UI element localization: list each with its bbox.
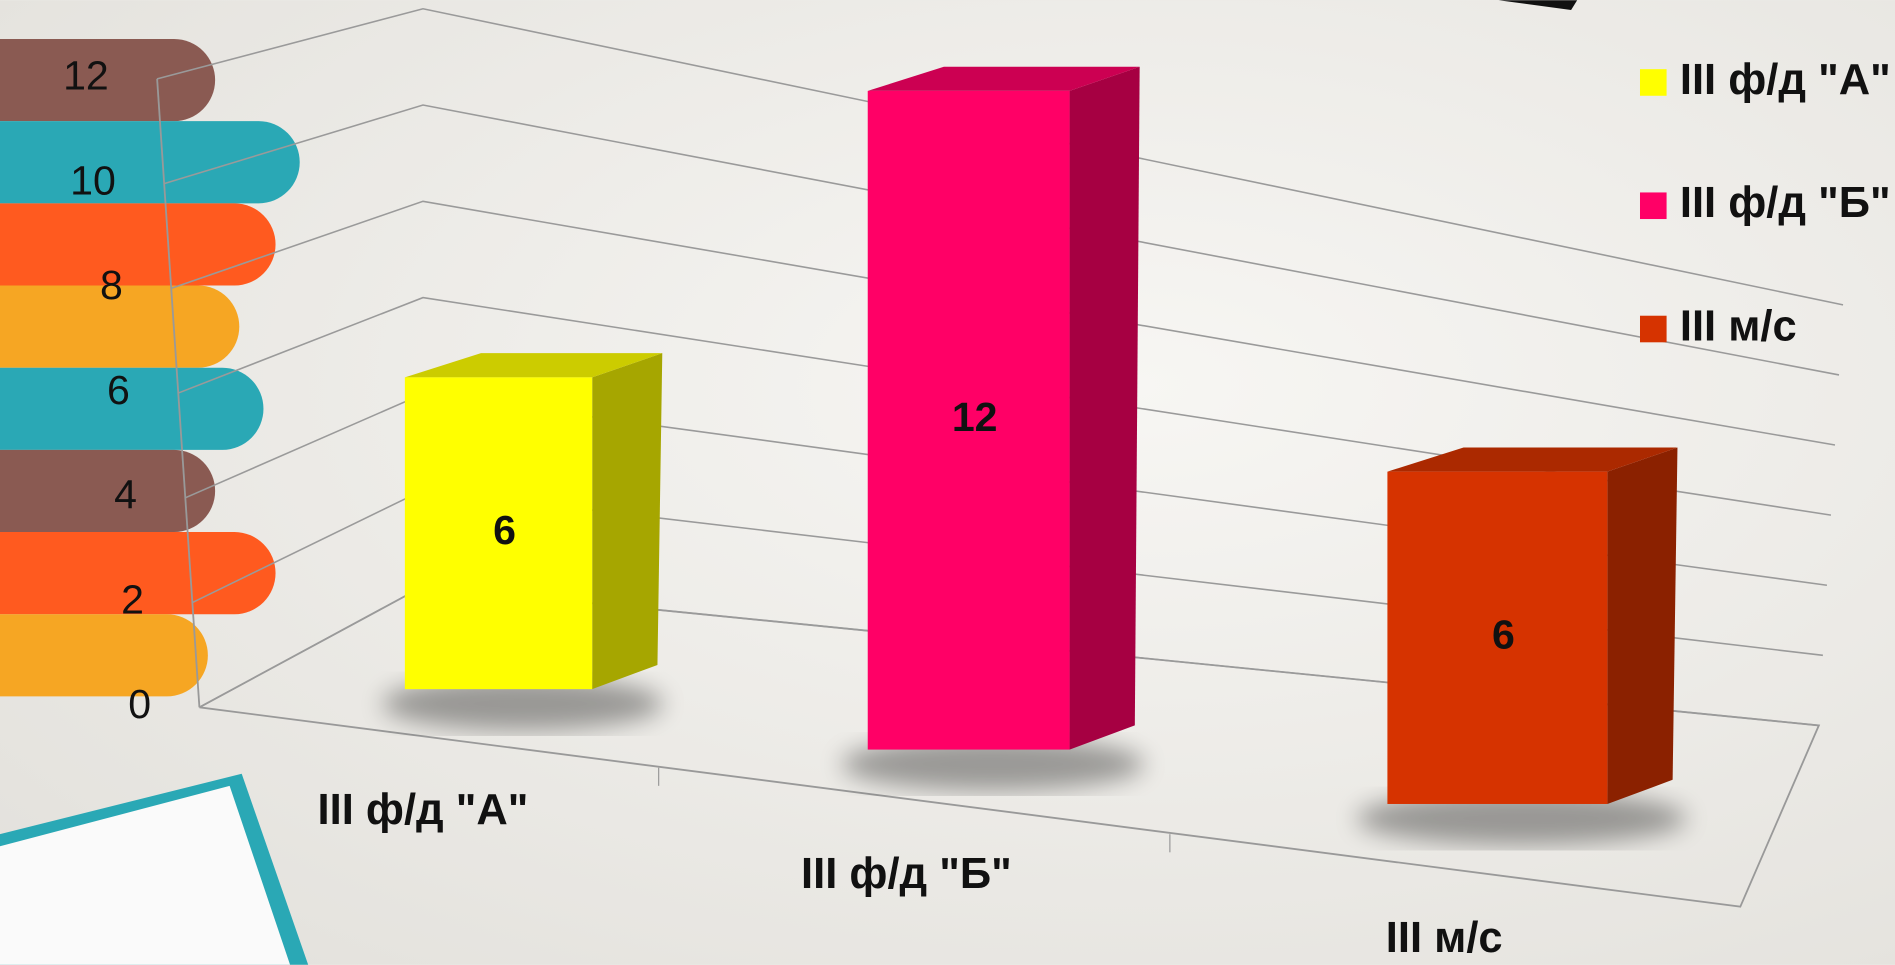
legend-swatch <box>1639 192 1667 220</box>
y-tick-label: 6 <box>107 367 130 413</box>
y-tick-label: 12 <box>63 53 109 99</box>
bar-top <box>867 66 1140 91</box>
legend-label: III ф/д "А" <box>1680 56 1891 104</box>
bar <box>404 377 593 690</box>
bar-top <box>404 353 663 378</box>
value-label: 12 <box>952 394 998 440</box>
value-label: 6 <box>1492 612 1515 658</box>
legend-swatch <box>1639 69 1667 96</box>
y-tick-label: 10 <box>70 157 116 203</box>
bar-side <box>1069 66 1140 750</box>
books-decoration <box>0 0 1578 965</box>
bar-shadow <box>382 677 664 731</box>
bar-top <box>1387 447 1678 472</box>
y-tick-label: 8 <box>100 262 123 308</box>
bar-shadow <box>1356 791 1687 846</box>
legend-label: III ф/д "Б" <box>1680 179 1891 227</box>
y-tick-label: 0 <box>128 681 151 727</box>
y-tick-label: 2 <box>121 576 144 622</box>
x-tick-label: III ф/д "А" <box>318 786 529 834</box>
bar-side <box>1607 447 1678 804</box>
x-tick-label: III ф/д "Б" <box>801 850 1012 898</box>
grid-line <box>163 104 1840 376</box>
bar <box>867 90 1070 750</box>
bar-side <box>592 353 663 690</box>
legend-swatch <box>1639 315 1667 343</box>
y-tick-label: 4 <box>114 472 137 518</box>
x-tick-label: III м/с <box>1386 914 1503 962</box>
bar-shadow <box>841 737 1145 791</box>
grid-line <box>177 296 1832 516</box>
grid-line <box>156 7 1844 306</box>
grid-line <box>170 200 1836 446</box>
legend-label: III м/с <box>1680 302 1797 350</box>
bar <box>1387 471 1608 804</box>
value-label: 6 <box>493 507 516 553</box>
